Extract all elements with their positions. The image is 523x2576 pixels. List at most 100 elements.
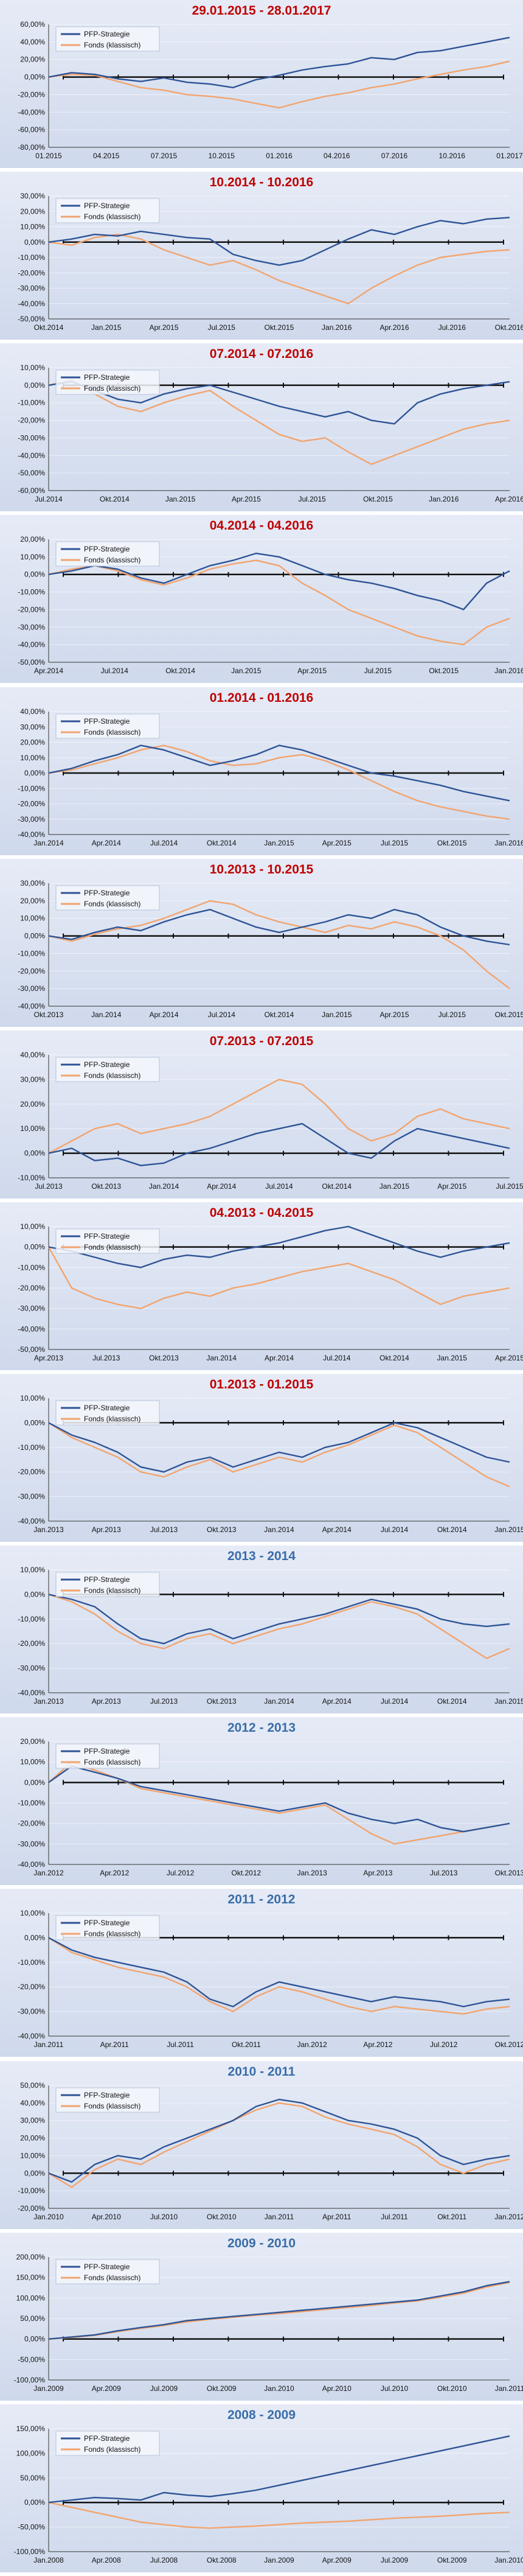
y-tick-label: 0,00% [24, 1149, 45, 1158]
legend-box [55, 1743, 160, 1769]
x-tick-label: Jan.2015 [379, 1182, 410, 1191]
chart-svg: 04.2013 - 04.2015 10,00% 0,00% -10,00% -20,0… [18, 1206, 523, 1362]
legend-box [55, 2259, 160, 2284]
y-tick-label: -40,00% [18, 1002, 45, 1010]
x-tick-label: Jul.2015 [381, 839, 409, 847]
y-tick-label: 20,00% [20, 1737, 45, 1746]
legend-box [55, 1572, 160, 1597]
x-tick-label: Okt.2013 [34, 1010, 64, 1019]
x-tick-label: Jul.2014 [35, 495, 63, 503]
x-tick-label: Apr.2015 [322, 839, 352, 847]
y-tick-label: 30,00% [20, 192, 45, 200]
y-tick-label: -30,00% [18, 1304, 45, 1313]
x-tick-label: Jan.2012 [494, 2213, 523, 2221]
chart-panel: 2008 - 2009 150,00% 100,00% 50,00% 0,00% -50,… [0, 2404, 523, 2572]
legend: PFP-Strategie Fonds (klassisch) [55, 1400, 160, 1426]
y-tick-label: -10,00% [18, 1443, 45, 1452]
legend-label-strategy: PFP-Strategie [84, 2091, 130, 2099]
x-tick-label: 07.2016 [381, 152, 408, 160]
series-line-fund [48, 2281, 510, 2340]
series-line-strategy [48, 37, 510, 89]
legend-label-strategy: PFP-Strategie [84, 889, 130, 897]
x-tick-label: Apr.2014 [322, 1697, 352, 1706]
chart-title: 01.2013 - 01.2015 [210, 1377, 314, 1391]
y-tick-label: -30,00% [18, 1493, 45, 1501]
y-tick-label: -100,00% [14, 2547, 46, 2556]
x-tick-label: Apr.2010 [92, 2213, 121, 2221]
legend-label-strategy: PFP-Strategie [84, 1919, 130, 1927]
y-tick-label: -30,00% [18, 815, 45, 824]
chart-panel: 2011 - 2012 10,00% 0,00% -10,00% -20,00% -30,… [0, 1889, 523, 2057]
x-tick-label: Apr.2014 [149, 1010, 178, 1019]
x-tick-label: Jan.2015 [494, 1697, 523, 1706]
x-tick-label: Okt.2014 [165, 667, 195, 675]
y-tick-label: -30,00% [18, 984, 45, 993]
y-tick-label: 0,00% [24, 1933, 45, 1942]
series-line-fund [48, 744, 510, 820]
x-tick-label: Okt.2014 [322, 1182, 352, 1191]
y-tick-label: 0,00% [24, 73, 45, 82]
x-tick-label: Jan.2014 [149, 1182, 179, 1191]
y-tick-label: 0,00% [24, 2169, 45, 2177]
x-tick-label: Jan.2014 [33, 839, 64, 847]
y-tick-label: -40,00% [18, 1325, 45, 1333]
chart-svg: 10.2014 - 10.2016 30,00% 20,00% 10,00% 0,00%… [18, 175, 523, 332]
x-tick-label: Okt.2014 [100, 495, 130, 503]
x-tick-label: Jul.2010 [381, 2384, 409, 2393]
y-tick-label: 200,00% [16, 2253, 46, 2261]
series-line-strategy [48, 744, 510, 802]
x-tick-label: Apr.2014 [34, 667, 63, 675]
series-line-fund [48, 2102, 510, 2188]
y-tick-label: -10,00% [18, 2186, 45, 2195]
y-tick-label: -100,00% [14, 2376, 46, 2384]
chart-title: 07.2013 - 07.2015 [210, 1034, 314, 1048]
y-tick-label: -30,00% [18, 433, 45, 442]
x-tick-label: Jul.2010 [150, 2213, 178, 2221]
legend: PFP-Strategie Fonds (klassisch) [55, 369, 160, 395]
chart-panel: 04.2013 - 04.2015 10,00% 0,00% -10,00% -20,0… [0, 1202, 523, 1370]
x-tick-label: Apr.2014 [265, 1354, 294, 1362]
series-line-strategy [48, 217, 510, 266]
series-line-strategy [48, 1765, 510, 1833]
series-line-strategy [48, 2098, 510, 2183]
legend-label-fund: Fonds (klassisch) [84, 1930, 140, 1938]
x-tick-label: Jan.2015 [231, 667, 262, 675]
x-tick-label: Jul.2012 [430, 2040, 458, 2049]
legend: PFP-Strategie Fonds (klassisch) [55, 26, 160, 52]
x-tick-label: Jan.2016 [494, 667, 523, 675]
y-tick-label: -20,00% [18, 416, 45, 425]
y-tick-label: 0,00% [24, 2335, 45, 2343]
x-tick-label: Jul.2014 [150, 839, 178, 847]
x-tick-label: Jan.2015 [322, 1010, 352, 1019]
x-tick-label: Jan.2011 [34, 2040, 64, 2049]
x-tick-label: Jan.2012 [33, 1869, 64, 1877]
y-tick-label: -40,00% [18, 1517, 45, 1525]
x-tick-label: Jan.2014 [207, 1354, 237, 1362]
chart-svg: 01.2013 - 01.2015 10,00% 0,00% -10,00% -20,0… [18, 1377, 523, 1534]
y-tick-label: 20,00% [20, 1100, 45, 1108]
series-line-fund [48, 60, 510, 109]
y-tick-label: 0,00% [24, 932, 45, 940]
y-tick-label: 20,00% [20, 2134, 45, 2143]
y-tick-label: 50,00% [20, 2474, 45, 2482]
legend-box [55, 713, 160, 739]
x-tick-label: Okt.2014 [437, 1697, 467, 1706]
legend-label-strategy: PFP-Strategie [84, 1404, 130, 1412]
x-tick-label: Okt.2013 [149, 1354, 179, 1362]
chart-panel: 2012 - 2013 20,00% 10,00% 0,00% -10,00% -20,0… [0, 1717, 523, 1885]
x-tick-label: Apr.2016 [379, 323, 409, 332]
x-tick-label: Jul.2015 [364, 667, 392, 675]
y-tick-label: -20,00% [18, 800, 45, 808]
x-tick-label: Okt.2013 [207, 1697, 237, 1706]
chart-svg: 07.2014 - 07.2016 10,00% 0,00% -10,00% -20,0… [18, 347, 523, 503]
series-line-strategy [48, 2435, 510, 2504]
x-tick-label: Apr.2015 [149, 323, 178, 332]
legend: PFP-Strategie Fonds (klassisch) [55, 2087, 160, 2113]
legend-label-fund: Fonds (klassisch) [84, 556, 140, 564]
y-tick-label: 50,00% [20, 2314, 45, 2323]
y-tick-label: -80,00% [18, 143, 45, 152]
y-tick-label: -30,00% [18, 623, 45, 631]
x-tick-label: Apr.2009 [322, 2556, 352, 2564]
chart-panel: 29.01.2015 - 28.01.2017 60,00% 40,00% 20,00… [0, 0, 523, 168]
x-tick-label: Apr.2012 [363, 2040, 392, 2049]
